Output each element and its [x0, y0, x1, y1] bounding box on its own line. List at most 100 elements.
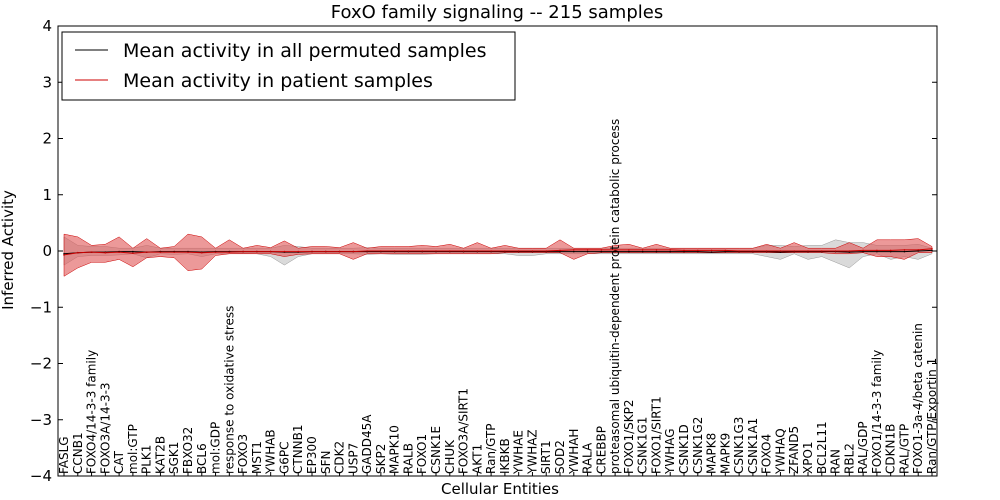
patient-point [765, 250, 768, 252]
patient-point [531, 250, 534, 252]
patient-point [407, 250, 410, 252]
patient-point [586, 249, 589, 251]
category-label: CDKN1B [884, 424, 898, 474]
y-tick-label: −1 [30, 298, 52, 316]
category-label: CREBBP [594, 426, 608, 474]
permuted-point [779, 251, 782, 253]
permuted-point [586, 250, 589, 253]
y-axis-title: Inferred Activity [0, 190, 17, 310]
patient-point [256, 250, 258, 253]
patient-point [90, 251, 93, 253]
patient-point [779, 250, 782, 252]
y-tick-label: 0 [42, 242, 52, 260]
category-label: ZFAND5 [787, 426, 801, 474]
patient-point [628, 249, 630, 251]
category-label: BCL6 [195, 443, 209, 474]
permuted-point [132, 250, 134, 253]
category-label: RAL/GDP [856, 421, 870, 474]
patient-point [228, 251, 231, 253]
permuted-point [559, 250, 561, 253]
category-label: YWHAZ [525, 429, 539, 475]
permuted-point [655, 250, 658, 253]
category-label: YWHAE [512, 430, 526, 475]
category-label: AKT1 [470, 444, 484, 474]
permuted-point [876, 250, 878, 253]
permuted-point [889, 250, 892, 253]
patient-point [807, 250, 809, 252]
category-label: SKP2 [374, 444, 388, 474]
category-label: FOXO3A/SIRT1 [457, 388, 471, 474]
category-label: FOXO4/14-3-3 family [85, 350, 99, 474]
category-label: FOXO3A/14-3-3 [98, 382, 112, 474]
y-tick-label: −3 [30, 411, 52, 429]
patient-point [242, 250, 244, 253]
legend-label-patient: Mean activity in patient samples [123, 70, 433, 92]
patient-point [517, 250, 520, 252]
y-tick-label: −4 [30, 467, 52, 485]
category-label: mol:GTP [126, 424, 140, 474]
legend: Mean activity in all permuted samples Me… [61, 31, 516, 101]
patient-point [504, 250, 506, 252]
permuted-point [628, 250, 630, 253]
category-label: FOXO1/SKP2 [622, 399, 636, 474]
category-label: response to oxidative stress [222, 306, 236, 474]
patient-point [366, 250, 368, 252]
category-labels: FASLG CCNB1 FOXO4/14-3-3 family FOXO3A/14-3… [57, 119, 939, 475]
patient-point [200, 251, 203, 254]
category-label: YWHAB [264, 429, 278, 475]
patient-point [214, 251, 217, 253]
patient-point [462, 250, 465, 252]
category-label: YWHAH [567, 429, 581, 475]
category-label: FASLG [57, 436, 71, 474]
permuted-point [710, 251, 713, 253]
category-label: FOXO4 [760, 434, 774, 474]
patient-point [324, 250, 327, 253]
patient-point [655, 249, 658, 251]
category-label: CDK2 [333, 441, 347, 474]
patient-mean-line [63, 248, 933, 256]
permuted-point [669, 250, 672, 253]
category-label: G6PC [277, 441, 291, 474]
category-label: IKBKB [498, 438, 512, 474]
y-tick-label: 2 [42, 130, 52, 148]
category-label: proteasomal ubiquitin-dependent protein … [608, 119, 622, 474]
chart-title: FoxO family signaling -- 215 samples [331, 2, 663, 23]
category-label: SIRT1 [539, 440, 553, 474]
patient-point [724, 249, 727, 252]
patient-point [311, 250, 313, 253]
patient-point [641, 249, 644, 251]
category-label: RAN [829, 449, 843, 474]
patient-point [63, 254, 65, 256]
category-label: CSNK1D [677, 424, 691, 474]
category-label: CSNK1E [429, 426, 443, 474]
permuted-point [862, 250, 864, 253]
patient-point [380, 250, 382, 252]
patient-band [63, 233, 933, 277]
y-tick-label: 4 [42, 17, 52, 35]
category-label: CSNK1G3 [732, 417, 746, 474]
patient-point [104, 251, 107, 254]
patient-point [793, 250, 796, 252]
patient-point [696, 249, 699, 252]
permuted-point [917, 250, 920, 252]
permuted-point [641, 250, 644, 253]
category-label: XPO1 [801, 441, 815, 474]
permuted-point [903, 250, 906, 253]
category-label: Ran/GTP [484, 423, 498, 474]
permuted-point [683, 250, 685, 253]
patient-point [876, 249, 878, 252]
permuted-point [63, 253, 65, 255]
category-label: mol:GDP [209, 422, 223, 474]
category-label: MST1 [250, 441, 264, 474]
patient-point [710, 249, 713, 252]
category-label: FOXO1-3a-4/beta catenin [911, 323, 925, 474]
series-lines [63, 247, 933, 256]
category-label: CTNNB1 [291, 424, 305, 474]
category-label: FBXO32 [181, 427, 195, 474]
patient-point [683, 249, 685, 252]
patient-point [862, 249, 864, 252]
category-label: RALA [581, 442, 595, 474]
category-label: FOXO1 [415, 434, 429, 474]
category-label: CSNK1G1 [636, 417, 650, 474]
